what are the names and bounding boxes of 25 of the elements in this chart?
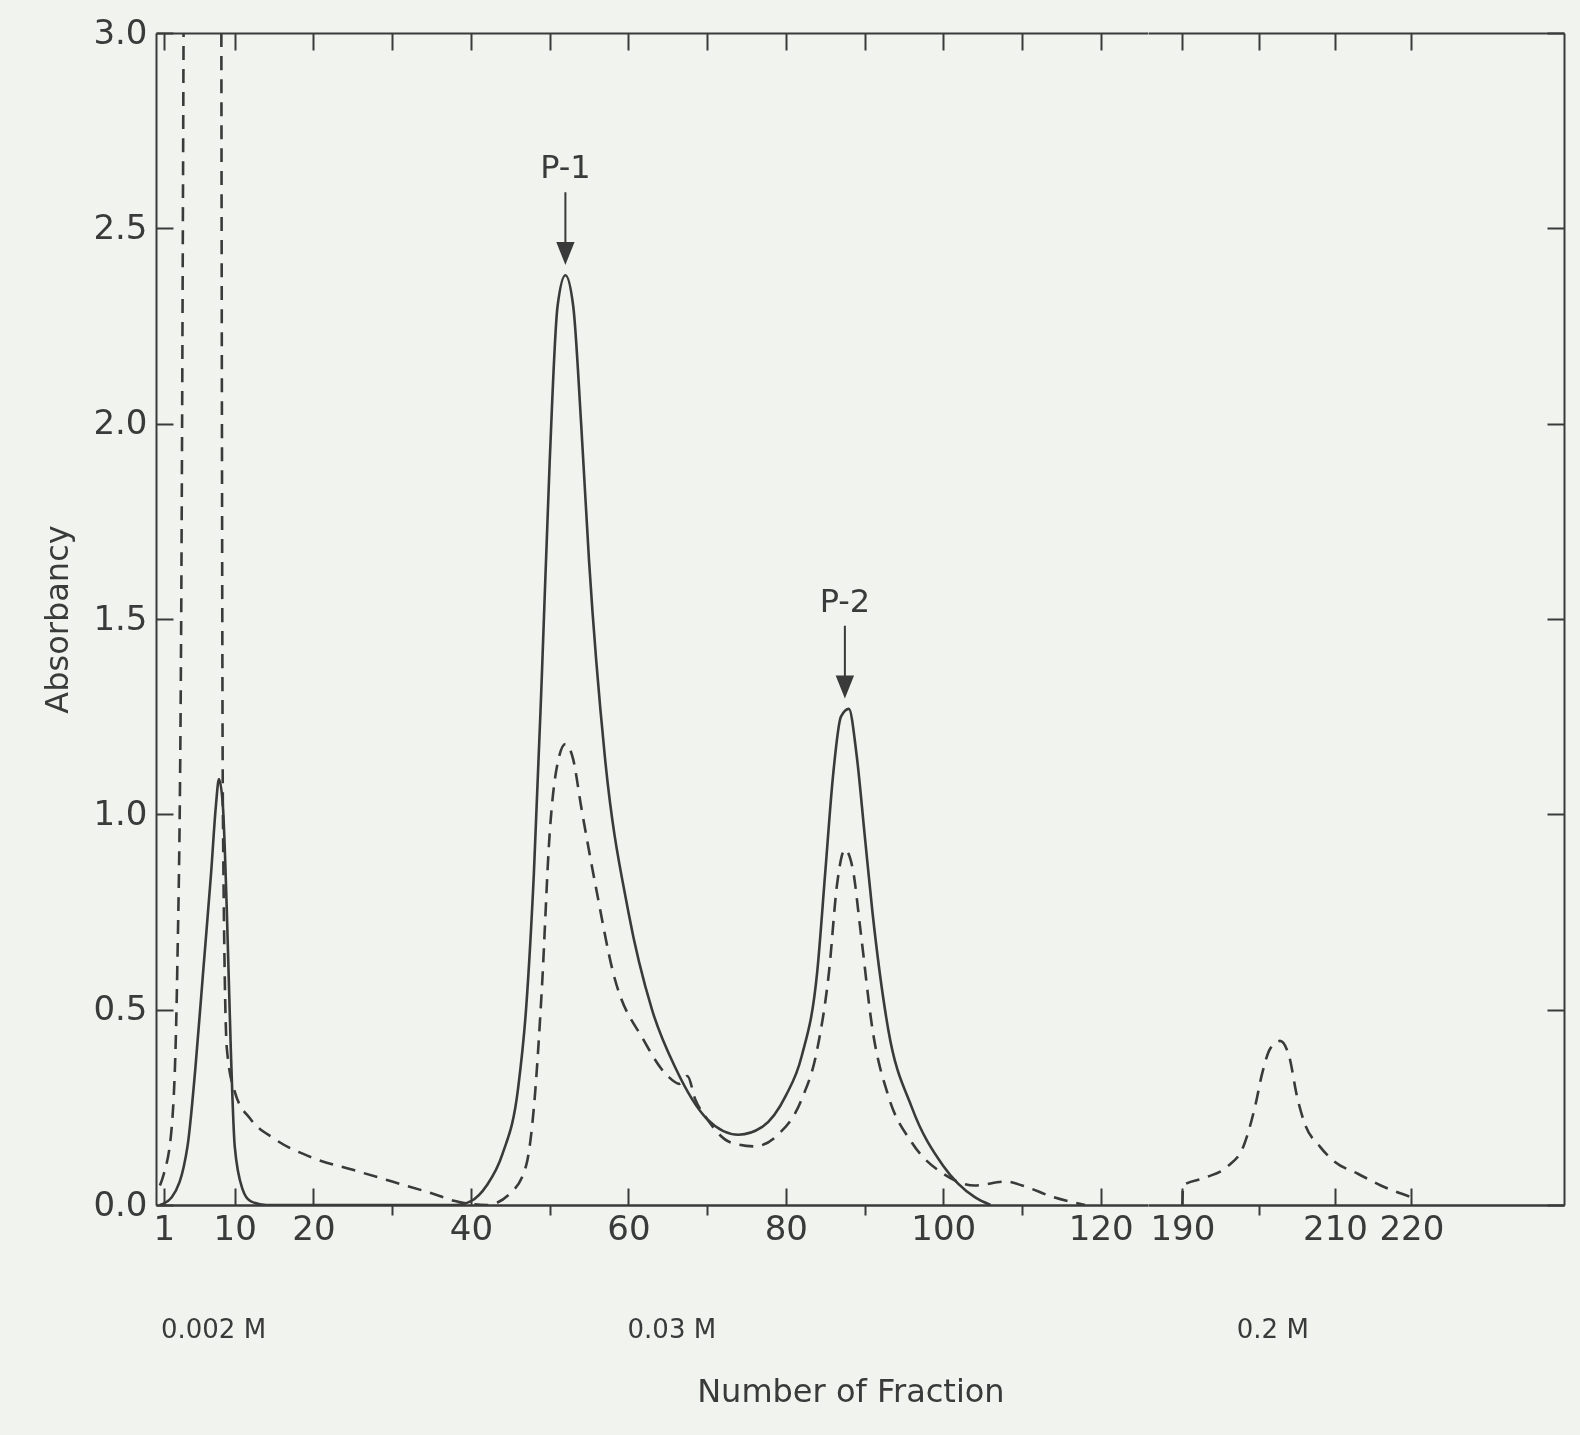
text: 0.2 M xyxy=(1236,1314,1309,1344)
y-tick-label: 1.5 xyxy=(93,597,148,638)
x-tick-label: 40 xyxy=(449,1207,494,1248)
y-tick-label: 0.0 xyxy=(93,1183,148,1224)
text: 0.002 M xyxy=(160,1314,267,1344)
y-tick-label: 1.0 xyxy=(93,792,148,833)
annotation: P-1 xyxy=(540,148,591,187)
x-tick-label: 80 xyxy=(764,1207,808,1248)
annotation: P-2 xyxy=(819,581,871,620)
y-tick-label: 0.5 xyxy=(93,988,148,1029)
y-tick-label: 2.0 xyxy=(93,402,148,443)
y-tick-label: 3.0 xyxy=(93,11,148,52)
x-tick-label: 190 xyxy=(1150,1207,1216,1248)
x-tick-label: 120 xyxy=(1068,1207,1134,1248)
y-axis-title: Absorbancy xyxy=(38,525,77,714)
y-tick-label: 2.5 xyxy=(93,206,148,247)
x-tick-label: 20 xyxy=(292,1207,336,1248)
x-axis-title: Number of Fraction xyxy=(697,1371,1005,1410)
x-tick-label: 60 xyxy=(607,1207,651,1248)
x-tick-label: 210 xyxy=(1303,1207,1368,1248)
x-tick-label: 1 xyxy=(153,1207,176,1248)
x-tick-label: 100 xyxy=(911,1207,977,1248)
text: 0.03 M xyxy=(627,1314,717,1344)
x-tick-label: 10 xyxy=(213,1207,257,1248)
x-tick-label: 220 xyxy=(1379,1207,1445,1248)
